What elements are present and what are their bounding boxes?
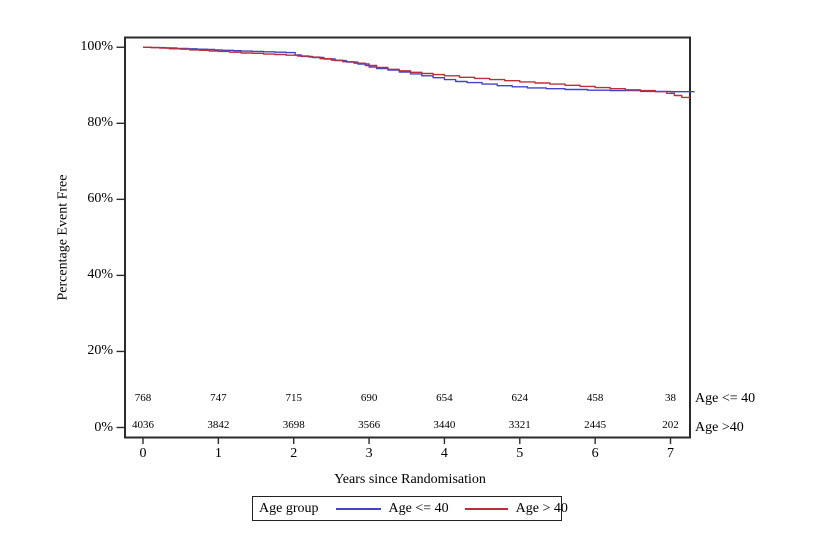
at-risk-count: 38 [664, 392, 676, 404]
x-tick-label: 0 [139, 446, 147, 461]
legend-line-age-le-40 [335, 507, 381, 510]
legend-label-age-gt-40: Age > 40 [515, 500, 568, 516]
km-curve [143, 46, 695, 93]
y-tick-label: 60% [87, 191, 113, 207]
legend-label-age-le-40: Age <= 40 [388, 500, 449, 516]
at-risk-count: 3440 [433, 419, 456, 431]
at-risk-row-label-age-gt-40: Age >40 [695, 420, 744, 435]
y-axis-title: Percentage Event Free [55, 174, 71, 301]
at-risk-count: 768 [134, 392, 152, 404]
x-tick-label: 2 [290, 446, 298, 461]
at-risk-count: 202 [662, 419, 679, 431]
at-risk-row-label-age-le-40: Age <= 40 [695, 391, 756, 406]
x-tick-label: 1 [214, 446, 222, 461]
at-risk-count: 624 [511, 392, 529, 404]
at-risk-count: 3698 [282, 419, 305, 431]
y-tick-label: 80% [87, 115, 113, 131]
at-risk-count: 715 [285, 392, 302, 404]
y-tick-label: 0% [94, 419, 113, 435]
legend-line-age-gt-40 [464, 507, 508, 510]
at-risk-count: 747 [210, 392, 227, 404]
x-tick-label: 7 [666, 446, 674, 461]
x-tick-label: 5 [516, 446, 524, 461]
at-risk-count: 4036 [132, 419, 154, 431]
y-tick-label: 20% [87, 343, 113, 359]
y-tick-label: 100% [80, 39, 113, 55]
x-axis-title: Years since Randomisation [334, 472, 486, 487]
km-curve [143, 46, 690, 99]
x-tick-label: 6 [591, 446, 599, 461]
y-tick-label: 40% [87, 267, 113, 283]
plot-border [124, 36, 691, 439]
x-tick-label: 4 [440, 446, 448, 461]
legend-title: Age group [259, 500, 319, 516]
at-risk-count: 3321 [508, 419, 531, 431]
at-risk-count: 458 [586, 392, 604, 404]
at-risk-count: 2445 [584, 419, 607, 431]
legend: Age group Age <= 40 Age > 40 [252, 496, 568, 521]
at-risk-count: 690 [360, 392, 378, 404]
x-tick-label: 3 [365, 446, 373, 461]
at-risk-count: 654 [436, 392, 453, 404]
at-risk-count: 3842 [207, 419, 230, 431]
at-risk-count: 3566 [358, 419, 381, 431]
